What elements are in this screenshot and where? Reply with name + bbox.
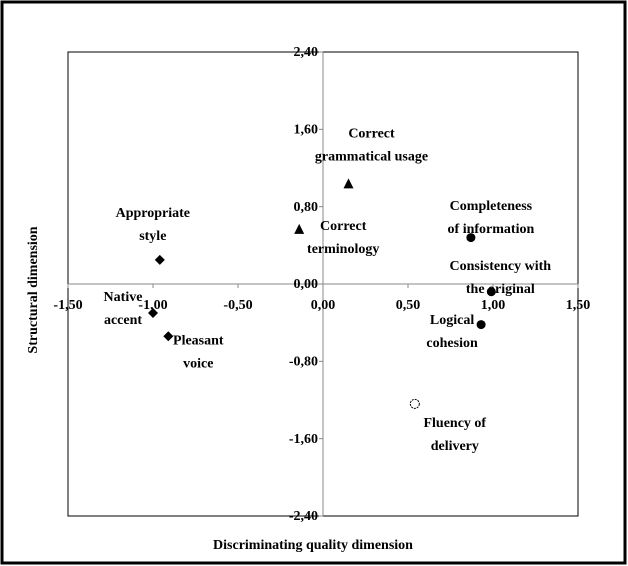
y-tick-label: 0,00 (294, 277, 319, 292)
y-tick-label: -2,40 (289, 509, 318, 524)
point-label: style (139, 229, 166, 244)
y-tick-label: 1,60 (294, 123, 319, 138)
point-label: grammatical usage (315, 150, 428, 165)
point-label: voice (183, 356, 213, 371)
x-tick-label: 1,00 (481, 298, 506, 313)
y-tick-label: -0,80 (289, 355, 318, 370)
point (466, 233, 476, 243)
point (163, 331, 174, 342)
point-label: Native (104, 290, 143, 305)
x-tick-label: 0,00 (311, 298, 336, 313)
point-label: Pleasant (173, 333, 224, 348)
point-label: accent (104, 313, 142, 328)
point-label: the original (466, 282, 535, 297)
point (343, 178, 354, 189)
y-axis-label: Structural dimension (26, 226, 41, 353)
x-tick-label: 1,50 (566, 298, 591, 313)
x-tick-label: -0,50 (223, 298, 252, 313)
y-tick-label: 0,80 (294, 200, 319, 215)
x-tick-label: -1,00 (138, 298, 167, 313)
point (486, 287, 496, 297)
point-label: Consistency with (450, 259, 552, 274)
point-label: Completeness (450, 199, 533, 214)
point (294, 223, 305, 234)
point-label: Appropriate (116, 206, 190, 221)
x-axis-label: Discriminating quality dimension (213, 538, 413, 553)
point-label: terminology (307, 242, 379, 257)
x-tick-label: 0,50 (396, 298, 421, 313)
point-label: Fluency of (423, 416, 486, 431)
point (154, 254, 165, 265)
x-tick-label: -1,50 (53, 298, 82, 313)
point-label: delivery (431, 439, 479, 454)
point-label: of information (448, 222, 535, 237)
point-label: Correct (320, 219, 367, 234)
point (148, 308, 158, 318)
point-label: Logical (430, 313, 474, 328)
y-tick-label: -1,60 (289, 432, 318, 447)
point (476, 320, 486, 330)
point-label: Correct (348, 127, 395, 142)
y-tick-label: 2,40 (294, 45, 319, 60)
point-label: cohesion (426, 336, 478, 351)
point (409, 398, 420, 409)
